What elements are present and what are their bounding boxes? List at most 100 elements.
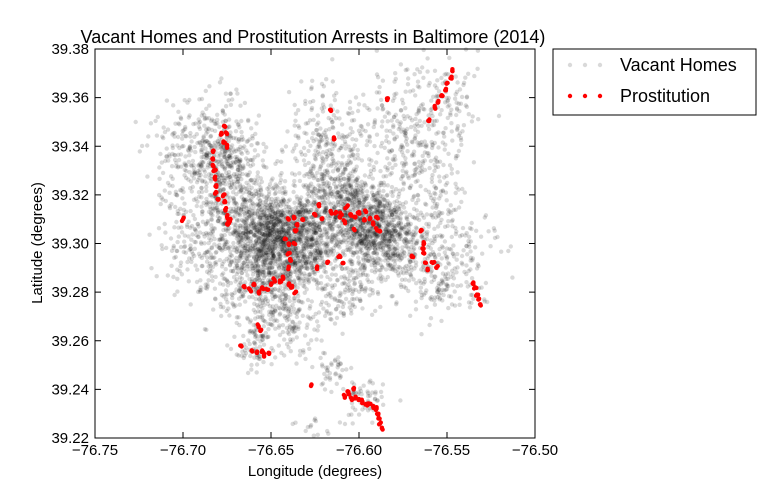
vacant-home-point: [249, 157, 254, 163]
vacant-home-point: [288, 271, 293, 277]
vacant-home-point: [250, 220, 256, 226]
vacant-home-point: [216, 237, 221, 242]
vacant-home-point: [291, 262, 296, 267]
vacant-home-point: [232, 334, 237, 339]
vacant-home-point: [286, 272, 291, 278]
vacant-home-point: [395, 241, 400, 247]
vacant-home-point: [238, 280, 243, 285]
vacant-home-point: [303, 183, 309, 188]
vacant-home-point: [243, 269, 249, 274]
vacant-home-point: [191, 121, 196, 127]
vacant-home-point: [268, 202, 273, 207]
vacant-home-point: [244, 197, 249, 202]
vacant-home-point: [268, 258, 274, 263]
vacant-home-point: [244, 249, 249, 254]
vacant-home-point: [232, 232, 237, 237]
vacant-home-point: [280, 262, 285, 267]
vacant-home-point: [258, 253, 264, 258]
vacant-home-point: [392, 251, 397, 256]
vacant-home-point: [275, 215, 280, 220]
vacant-home-point: [439, 108, 444, 113]
vacant-home-point: [311, 217, 316, 222]
vacant-home-point: [264, 238, 269, 243]
vacant-home-point: [269, 265, 275, 271]
vacant-home-point: [307, 254, 312, 259]
vacant-home-point: [318, 235, 324, 241]
vacant-home-point: [239, 249, 244, 254]
vacant-home-point: [365, 389, 370, 394]
vacant-home-point: [329, 237, 335, 242]
vacant-home-point: [279, 212, 284, 218]
vacant-home-point: [264, 265, 270, 271]
vacant-home-point: [263, 234, 269, 239]
vacant-home-point: [275, 273, 280, 278]
vacant-home-point: [232, 201, 237, 206]
vacant-home-point: [300, 233, 306, 238]
vacant-home-point: [270, 238, 275, 243]
vacant-home-point: [230, 244, 236, 250]
vacant-home-point: [234, 263, 240, 268]
vacant-home-point: [256, 221, 261, 226]
vacant-home-point: [257, 226, 262, 232]
vacant-home-point: [258, 240, 264, 245]
vacant-home-point: [279, 186, 285, 191]
vacant-home-point: [260, 281, 265, 286]
vacant-home-point: [231, 275, 237, 280]
vacant-home-point: [205, 129, 210, 134]
vacant-home-point: [430, 240, 435, 246]
vacant-home-point: [291, 247, 297, 252]
vacant-home-point: [281, 202, 286, 207]
vacant-home-point: [274, 220, 279, 226]
vacant-home-point: [260, 226, 265, 232]
vacant-home-point: [244, 172, 249, 177]
vacant-home-point: [373, 391, 378, 396]
vacant-home-point: [264, 217, 269, 222]
vacant-home-point: [397, 265, 403, 270]
vacant-home-point: [251, 231, 256, 237]
vacant-home-point: [338, 188, 343, 193]
vacant-home-point: [279, 212, 284, 217]
vacant-home-point: [243, 217, 248, 222]
vacant-home-point: [202, 116, 207, 122]
vacant-home-point: [423, 187, 428, 193]
vacant-home-point: [217, 124, 222, 130]
vacant-home-point: [299, 204, 305, 210]
vacant-home-point: [299, 228, 304, 233]
vacant-home-point: [280, 302, 285, 307]
vacant-home-point: [378, 168, 383, 174]
vacant-home-point: [420, 159, 425, 164]
vacant-home-point: [272, 287, 277, 292]
vacant-home-point: [231, 195, 236, 201]
vacant-home-point: [245, 264, 250, 269]
vacant-home-point: [267, 207, 272, 212]
vacant-home-point: [256, 251, 261, 256]
vacant-home-point: [272, 216, 277, 221]
vacant-home-point: [248, 239, 253, 244]
vacant-home-point: [275, 235, 280, 240]
vacant-home-point: [411, 247, 416, 252]
vacant-home-point: [354, 177, 360, 183]
vacant-home-point: [261, 270, 267, 275]
vacant-home-point: [222, 244, 227, 249]
vacant-home-point: [385, 119, 390, 124]
vacant-home-point: [336, 359, 341, 364]
vacant-home-point: [286, 223, 291, 228]
vacant-home-point: [425, 123, 431, 128]
vacant-home-point: [177, 145, 182, 151]
vacant-home-point: [236, 265, 241, 271]
vacant-home-point: [258, 309, 263, 314]
vacant-home-point: [280, 191, 286, 196]
vacant-home-point: [278, 241, 284, 247]
vacant-home-point: [444, 282, 449, 287]
vacant-home-point: [199, 195, 204, 200]
vacant-home-point: [280, 247, 285, 252]
vacant-home-point: [310, 224, 316, 229]
vacant-home-point: [391, 114, 397, 120]
vacant-home-point: [268, 239, 274, 245]
vacant-home-point: [276, 199, 282, 205]
vacant-home-point: [249, 126, 254, 131]
vacant-home-point: [270, 209, 276, 215]
vacant-home-point: [270, 186, 275, 191]
vacant-home-point: [279, 298, 285, 303]
vacant-home-point: [204, 230, 209, 236]
